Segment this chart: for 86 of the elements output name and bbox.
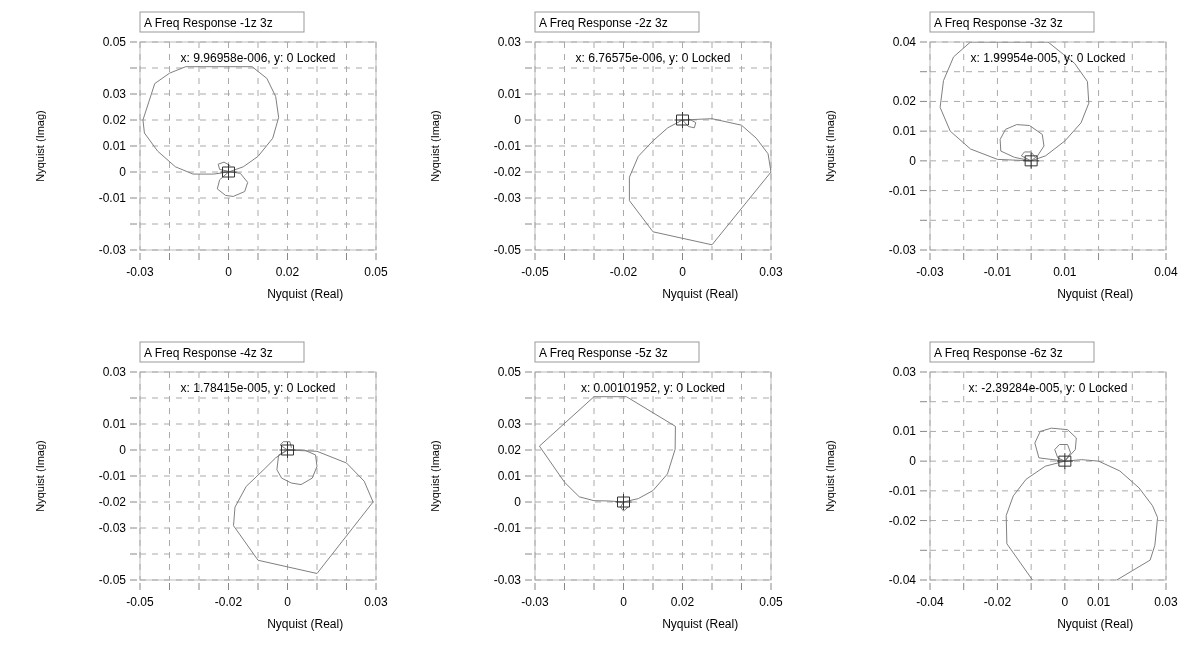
x-axis-title: Nyquist (Real)	[662, 287, 739, 301]
y-tick-label: 0.01	[497, 87, 522, 101]
y-tick-label: 0	[119, 443, 127, 457]
annotation: x: 6.76575e-006, y: 0 Locked	[575, 51, 731, 65]
y-tick-label: -0.05	[493, 243, 522, 257]
x-tick-label: 0.05	[759, 595, 783, 609]
y-axis-title: Nyquist (Imag)	[429, 440, 441, 512]
y-tick-label: 0.01	[892, 424, 917, 439]
y-tick-label: 0.03	[102, 365, 127, 379]
y-tick-label: 0.01	[892, 124, 917, 139]
x-tick-label: 0.03	[1154, 595, 1178, 609]
y-tick-label: 0.05	[497, 365, 522, 379]
y-tick-label: 0.03	[497, 417, 522, 431]
y-tick-label: 0	[909, 153, 917, 168]
y-tick-label: -0.03	[98, 243, 127, 257]
y-tick-label: 0.01	[102, 139, 127, 153]
y-tick-label: -0.03	[493, 191, 522, 205]
x-tick-label: 0	[620, 595, 628, 609]
y-tick-label: 0.02	[497, 443, 522, 457]
chart-title: A Freq Response -2z 3z	[539, 16, 668, 30]
y-tick-label: -0.03	[493, 573, 522, 587]
y-tick-label: 0.01	[102, 417, 127, 431]
line-series	[538, 396, 676, 512]
y-axis-title: Nyquist (Imag)	[34, 110, 46, 182]
y-tick-label: 0.05	[102, 35, 127, 49]
y-tick-label: -0.03	[888, 243, 917, 257]
y-tick-label: -0.02	[98, 495, 127, 509]
y-tick-label: -0.02	[888, 513, 917, 528]
y-tick-label: 0.02	[102, 113, 127, 127]
line-series	[142, 66, 280, 197]
chart-title: A Freq Response -3z 3z	[934, 16, 1063, 30]
chart-title: A Freq Response -6z 3z	[934, 346, 1063, 360]
y-axis-title: Nyquist (Imag)	[34, 440, 46, 512]
y-tick-label: 0.03	[102, 87, 127, 101]
x-tick-label: 0	[225, 265, 233, 279]
x-axis-title: Nyquist (Real)	[1057, 287, 1134, 301]
chart-title: A Freq Response -5z 3z	[539, 346, 668, 360]
x-axis-title: Nyquist (Real)	[267, 287, 344, 301]
y-tick-label: -0.01	[493, 139, 522, 153]
y-axis-title: Nyquist (Imag)	[824, 110, 836, 182]
y-tick-label: 0	[119, 165, 127, 179]
x-tick-label: -0.02	[983, 595, 1012, 609]
y-tick-label: 0.01	[497, 469, 522, 483]
annotation: x: 0.00101952, y: 0 Locked	[580, 381, 726, 395]
x-axis-title: Nyquist (Real)	[267, 617, 344, 631]
annotation: x: 1.78415e-005, y: 0 Locked	[180, 381, 336, 395]
line-series	[233, 441, 374, 574]
x-tick-label: 0.02	[275, 265, 300, 279]
y-tick-label: 0	[909, 454, 917, 469]
x-tick-label: -0.02	[214, 595, 243, 609]
y-tick-label: -0.01	[888, 483, 917, 498]
x-axis-title: Nyquist (Real)	[662, 617, 739, 631]
x-axis-title: Nyquist (Real)	[1057, 617, 1134, 631]
chart-title: A Freq Response -4z 3z	[144, 346, 273, 360]
x-tick-label: -0.01	[983, 265, 1012, 279]
x-tick-label: -0.02	[609, 265, 638, 279]
y-tick-label: 0.03	[497, 35, 522, 49]
y-tick-label: 0.03	[892, 365, 917, 379]
x-tick-label: 0.05	[364, 265, 388, 279]
y-tick-label: -0.05	[98, 573, 127, 587]
y-tick-label: 0	[514, 113, 522, 127]
x-tick-label: 0.01	[1086, 595, 1111, 609]
y-tick-label: -0.01	[888, 183, 917, 198]
annotation: x: 9.96958e-006, y: 0 Locked	[180, 51, 336, 65]
x-tick-label: 0	[1061, 595, 1069, 609]
x-tick-label: 0	[679, 265, 687, 279]
annotation: x: 1.99954e-005, y: 0 Locked	[970, 51, 1126, 65]
y-tick-label: -0.01	[98, 191, 127, 205]
x-tick-label: 0.02	[670, 595, 695, 609]
y-tick-label: -0.03	[98, 521, 127, 535]
y-axis-title: Nyquist (Imag)	[824, 440, 836, 512]
y-tick-label: -0.01	[493, 521, 522, 535]
y-tick-label: 0.02	[892, 94, 917, 109]
y-tick-label: 0	[514, 495, 522, 509]
x-tick-label: 0.01	[1053, 265, 1077, 279]
annotation: x: -2.39284e-005, y: 0 Locked	[968, 381, 1128, 395]
y-tick-label: -0.01	[98, 469, 127, 483]
x-tick-label: 0.04	[1154, 265, 1178, 279]
chart-title: A Freq Response -1z 3z	[144, 16, 273, 30]
y-tick-label: -0.04	[888, 573, 917, 587]
x-tick-label: 0.03	[364, 595, 388, 609]
x-tick-label: 0.03	[759, 265, 783, 279]
x-tick-label: 0	[284, 595, 292, 609]
y-tick-label: -0.02	[493, 165, 522, 179]
y-tick-label: 0.04	[892, 35, 917, 49]
y-axis-title: Nyquist (Imag)	[429, 110, 441, 182]
